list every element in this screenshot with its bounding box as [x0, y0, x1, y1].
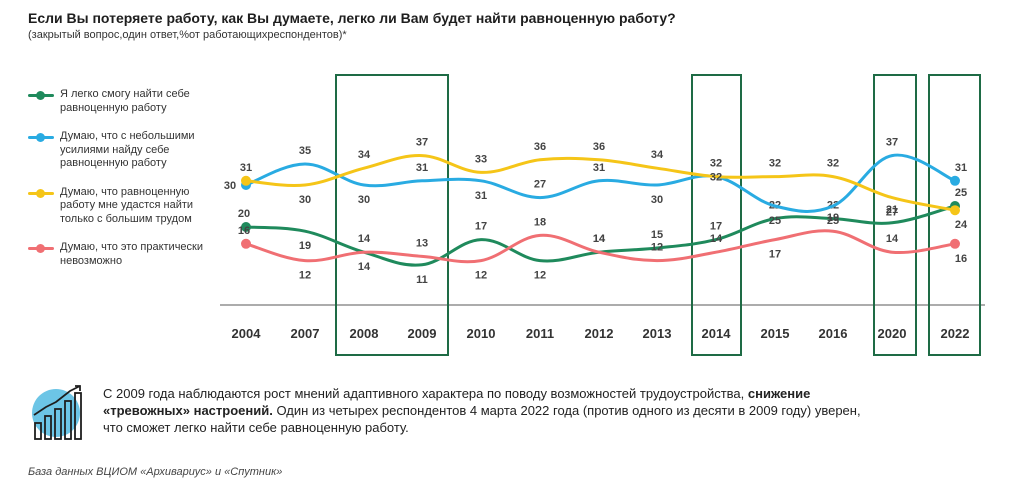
data-label: 11 — [416, 274, 428, 286]
data-label: 31 — [416, 162, 428, 174]
legend-item-impossible: Думаю, что это практически невозможно — [28, 241, 218, 268]
data-label: 31 — [240, 162, 252, 174]
data-label: 12 — [651, 242, 663, 254]
data-label: 14 — [593, 233, 606, 245]
data-label: 14 — [593, 233, 606, 245]
data-label: 14 — [358, 233, 371, 245]
highlight-frame-2014 — [691, 74, 742, 356]
series-endpoint — [950, 238, 960, 249]
data-label: 20 — [238, 208, 250, 220]
data-label: 19 — [299, 240, 311, 252]
data-label: 32 — [710, 158, 722, 170]
source-text: База данных ВЦИОМ «Архивариус» и «Спутни… — [28, 466, 283, 478]
chart-title: Если Вы потеряете работу, как Вы думаете… — [28, 10, 676, 26]
x-tick-label: 2009 — [408, 326, 437, 341]
data-label: 13 — [416, 237, 428, 249]
data-label: 31 — [475, 190, 487, 202]
legend-item-some-effort: Думаю, что с небольшими усилиями найду с… — [28, 130, 218, 171]
legend-label: Думаю, что равноценную работу мне удастс… — [60, 185, 194, 225]
x-tick-label: 2007 — [291, 326, 320, 341]
legend-label: Думаю, что это практически невозможно — [60, 241, 204, 267]
data-label: 16 — [238, 225, 250, 237]
line-chart: 2004 2007 2008 2009 2010 2011 2012 2013 2014 2015… — [220, 74, 985, 356]
note-text: С 2009 года наблюдаются рост мнений адап… — [103, 385, 863, 436]
data-label: 34 — [651, 149, 664, 161]
data-label: 15 — [651, 229, 663, 241]
data-label: 14 — [886, 233, 899, 245]
series-line — [244, 153, 957, 213]
series-endpoint — [950, 175, 960, 186]
x-tick-label: 2008 — [350, 326, 379, 341]
data-label: 30 — [651, 194, 663, 206]
data-label: 12 — [534, 270, 546, 282]
highlight-frame-2020 — [873, 74, 917, 356]
data-label: 30 — [224, 180, 236, 192]
series-line — [244, 229, 957, 264]
legend-item-easy: Я легко смогу найти себе равноценную раб… — [28, 88, 218, 115]
legend-label: Думаю, что с небольшими усилиями найду с… — [60, 130, 195, 169]
x-tick-label: 2011 — [526, 326, 554, 341]
data-label: 17 — [710, 221, 722, 233]
legend: Я легко смогу найти себе равноценную раб… — [28, 88, 218, 283]
data-label: 27 — [886, 207, 898, 219]
data-label: 16 — [955, 253, 967, 265]
data-label: 27 — [534, 179, 546, 191]
data-label: 14 — [710, 233, 723, 245]
data-label: 19 — [827, 212, 839, 224]
data-label: 12 — [475, 270, 487, 282]
data-label: 33 — [475, 153, 487, 165]
data-label: 37 — [886, 137, 898, 149]
x-tick-label: 2020 — [878, 326, 907, 341]
legend-marker-red — [28, 244, 54, 253]
legend-item-hard: Думаю, что равноценную работу мне удастс… — [28, 186, 218, 227]
legend-marker-yellow — [28, 188, 54, 198]
data-label: 17 — [475, 221, 487, 233]
data-label: 30 — [358, 194, 370, 206]
x-tick-label: 2012 — [585, 326, 614, 341]
x-tick-label: 2022 — [941, 326, 970, 341]
series-endpoint — [241, 222, 251, 232]
x-tick-label: 2013 — [643, 326, 672, 341]
x-tick-label: 2016 — [819, 326, 848, 341]
note-bold: снижение «тревожных» настроений. — [103, 386, 811, 418]
data-label: 18 — [534, 216, 546, 228]
data-label: 14 — [358, 261, 371, 273]
data-label: 21 — [886, 204, 898, 216]
data-label: 25 — [955, 187, 967, 199]
series-line — [244, 154, 957, 212]
note-part2: Один из четырех респондентов 4 марта 202… — [103, 403, 861, 435]
data-label: 17 — [769, 249, 781, 261]
data-label: 30 — [299, 194, 311, 206]
chart-subtitle: (закрытый вопрос,один ответ,%от работающ… — [28, 29, 347, 41]
x-tick-label: 2010 — [467, 326, 496, 341]
x-tick-label: 2014 — [702, 326, 732, 341]
series-endpoint — [950, 205, 960, 216]
data-label: 35 — [299, 145, 311, 157]
legend-marker-green — [28, 91, 54, 100]
note-part1: С 2009 года наблюдаются рост мнений адап… — [103, 386, 748, 401]
data-label: 31 — [593, 162, 605, 174]
x-tick-label: 2015 — [761, 326, 790, 341]
x-tick-label: 2004 — [232, 326, 262, 341]
data-label: 36 — [593, 141, 605, 153]
data-label: 34 — [358, 149, 371, 161]
data-label: 37 — [416, 137, 428, 149]
data-label: 31 — [955, 162, 967, 174]
data-label: 24 — [955, 219, 968, 231]
series-endpoint — [241, 238, 251, 249]
data-label: 25 — [769, 215, 781, 227]
highlight-frame-2008-2009 — [335, 74, 449, 356]
data-label: 32 — [827, 158, 839, 170]
legend-marker-blue — [28, 133, 54, 142]
series-endpoint — [241, 175, 251, 186]
data-label: 32 — [710, 172, 722, 184]
legend-label: Я легко смогу найти себе равноценную раб… — [60, 88, 190, 114]
data-label: 25 — [827, 215, 839, 227]
data-label: 32 — [769, 158, 781, 170]
data-label: 36 — [534, 141, 546, 153]
bar-chart-growth-icon — [32, 385, 82, 440]
data-label: 12 — [299, 270, 311, 282]
